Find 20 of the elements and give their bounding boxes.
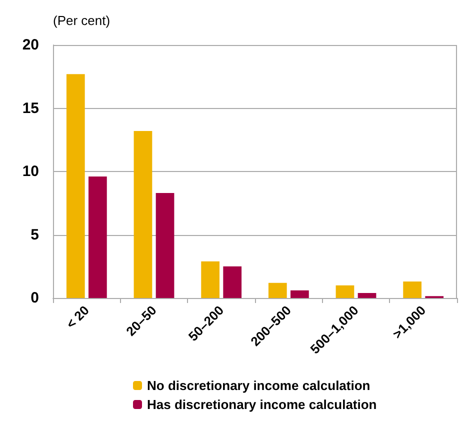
bar [88,176,107,298]
legend-label: Has discretionary income calculation [147,397,377,412]
bar [268,282,287,298]
x-tick-label: < 20 [63,302,92,332]
legend-label: No discretionary income calculation [147,378,370,393]
bar [134,131,152,298]
bar [156,193,174,298]
bar [358,292,376,298]
y-tick-label: 10 [22,163,39,180]
bar [223,266,242,298]
y-tick-label: 20 [22,36,39,54]
y-tick-label: 0 [30,290,39,306]
bar [290,290,309,298]
y-tick-label: 15 [22,100,39,117]
bar [336,285,354,298]
y-tick-label: 5 [30,226,39,244]
y-axis-title: (Per cent) [53,13,110,28]
bar [201,261,220,298]
bar [403,282,422,298]
bar [66,74,85,298]
